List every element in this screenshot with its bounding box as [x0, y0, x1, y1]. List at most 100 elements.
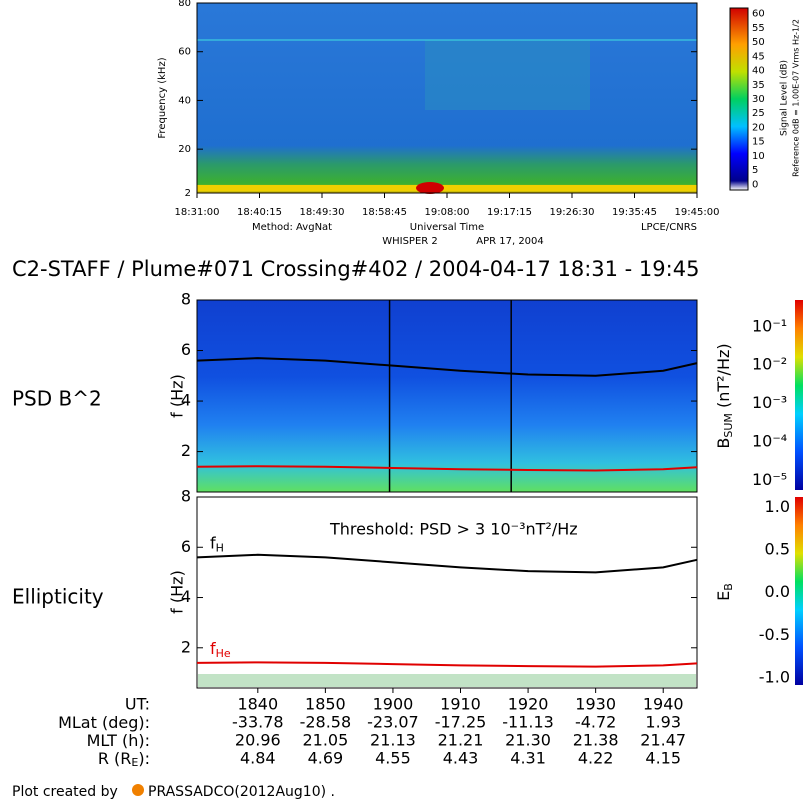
colorbar-tick-label: 55	[752, 23, 765, 34]
ephemeris-value: -23.07	[367, 713, 419, 732]
y-axis-label: Frequency (kHz)	[157, 57, 168, 138]
x-tick-label: 1840	[237, 695, 278, 714]
ephemeris-label: MLT (h):	[87, 731, 150, 750]
ephemeris-label-main: MLT (h):	[87, 731, 150, 750]
ephemeris-value: -4.72	[575, 713, 616, 732]
line-label-sub: H	[216, 541, 224, 554]
colorbar-tick-label: 25	[752, 108, 765, 119]
ephemeris-value: 21.05	[302, 731, 348, 750]
ephemeris-label-end: ):	[138, 749, 150, 768]
spectrogram-image	[197, 300, 697, 492]
y-tick-label: 2	[181, 441, 191, 460]
frequency-line	[196, 553, 698, 574]
x-tick-label: 18:58:45	[362, 207, 407, 218]
ephemeris-value: 4.69	[308, 749, 344, 768]
ephemeris-value: 21.47	[640, 731, 686, 750]
x-tick-label: 19:45:00	[675, 207, 720, 218]
x-tick-label: 1940	[643, 695, 684, 714]
ephemeris-label-main: MLat (deg):	[58, 713, 150, 732]
colorbar-tick-label: 10⁻³	[752, 393, 787, 412]
x-tick-label: 19:17:15	[487, 207, 532, 218]
x-tick-label: 19:26:30	[550, 207, 595, 218]
ephemeris-value: 21.13	[370, 731, 416, 750]
colorbar-tick-label: 60	[752, 9, 765, 20]
ellipticity-band	[198, 674, 696, 687]
colorbar-tick-label: 0	[752, 179, 758, 190]
line-label: fH	[210, 533, 224, 555]
ephemeris-value: 4.15	[645, 749, 681, 768]
ephemeris-value: 20.96	[235, 731, 281, 750]
x-tick-label: 18:40:15	[237, 207, 282, 218]
colorbar-tick-label: 45	[752, 51, 765, 62]
y-tick-label: 40	[178, 95, 191, 106]
line-label-main: f	[210, 638, 216, 657]
y-tick-label: 60	[178, 47, 191, 58]
colorbar-tick-label: 10	[752, 151, 765, 162]
ephemeris-value: 1.93	[645, 713, 681, 732]
line-label-main: f	[210, 533, 216, 552]
ephemeris-value: 21.38	[573, 731, 619, 750]
x-tick-label: 1850	[305, 695, 346, 714]
footer-author: PRASSADCO(2012Aug10) .	[148, 784, 335, 800]
y-axis-label: f (Hz)	[168, 374, 187, 418]
ephemeris-value: 21.30	[505, 731, 551, 750]
panel-label: Ellipticity	[12, 585, 104, 609]
ephemeris-value: -33.78	[232, 713, 284, 732]
colorbar-label-sub: SUM	[722, 413, 735, 438]
ephemeris-label-main: R (R	[98, 749, 132, 768]
ephemeris-value: 4.55	[375, 749, 411, 768]
ephemeris-value: 4.43	[443, 749, 479, 768]
colorbar-reference: Reference 0dB = 1.00E-07 Vrms Hz-1/2	[792, 19, 801, 177]
ephemeris-label: R (RE):	[98, 749, 150, 770]
y-tick-label: 80	[178, 0, 191, 9]
x-tick-label: 1910	[440, 695, 481, 714]
colorbar	[795, 300, 803, 490]
colorbar-tick-label: 15	[752, 137, 765, 148]
colorbar-tick-label: 0.5	[765, 539, 790, 558]
colorbar-tick-label: -0.5	[759, 625, 790, 644]
line-label-sub: He	[216, 647, 231, 660]
colorbar-tick-label: 35	[752, 80, 765, 91]
spectrogram-feature	[425, 40, 590, 110]
y-axis-label: f (Hz)	[168, 570, 187, 614]
colorbar-tick-label: 20	[752, 122, 765, 133]
colorbar-tick-label: 50	[752, 37, 765, 48]
y-tick-label: 2	[181, 637, 191, 656]
x-tick-label: 18:49:30	[300, 207, 345, 218]
x-axis-label: Universal Time	[410, 222, 484, 233]
ephemeris-value: -17.25	[435, 713, 487, 732]
y-tick-label: 4	[181, 587, 191, 606]
chart-title: C2-STAFF / Plume#071 Crossing#402 / 2004…	[12, 257, 699, 281]
colorbar-tick-label: 10⁻⁵	[752, 470, 787, 489]
colorbar-label: BSUM (nT²/Hz)	[714, 343, 736, 448]
x-tick-label: 1930	[575, 695, 616, 714]
colorbar-tick-label: 10⁻¹	[752, 316, 787, 335]
y-tick-label: 2	[185, 188, 191, 199]
spectrogram-feature	[416, 182, 444, 194]
y-tick-label: 8	[181, 290, 191, 309]
ephemeris-value: 4.84	[240, 749, 276, 768]
x-tick-label: 19:08:00	[425, 207, 470, 218]
colorbar-label: EB	[714, 583, 736, 601]
colorbar-tick-label: 0.0	[765, 582, 790, 601]
panel-label: PSD B^2	[12, 387, 102, 411]
ephemeris-label-sub: E	[131, 756, 138, 769]
ephemeris-value: -28.58	[300, 713, 352, 732]
axes-frame	[196, 496, 698, 689]
ephemeris-value: 4.31	[510, 749, 546, 768]
annotation: Threshold: PSD > 3 10⁻³nT²/Hz	[329, 520, 578, 539]
x-tick-label: 1900	[373, 695, 414, 714]
colorbar	[795, 497, 803, 685]
frequency-line	[196, 661, 698, 668]
colorbar-tick-label: 40	[752, 66, 765, 77]
spectrogram-feature	[197, 185, 697, 191]
colorbar-label-main: B	[714, 438, 733, 449]
colorbar-label-sub: B	[722, 583, 735, 591]
colorbar-label-rest: (nT²/Hz)	[714, 343, 733, 413]
x-tick-label: 18:31:00	[175, 207, 220, 218]
y-tick-label: 6	[181, 340, 191, 359]
credit: LPCE/CNRS	[641, 222, 697, 233]
y-tick-label: 8	[181, 487, 191, 506]
colorbar-label: Signal Level (dB)	[780, 60, 790, 136]
